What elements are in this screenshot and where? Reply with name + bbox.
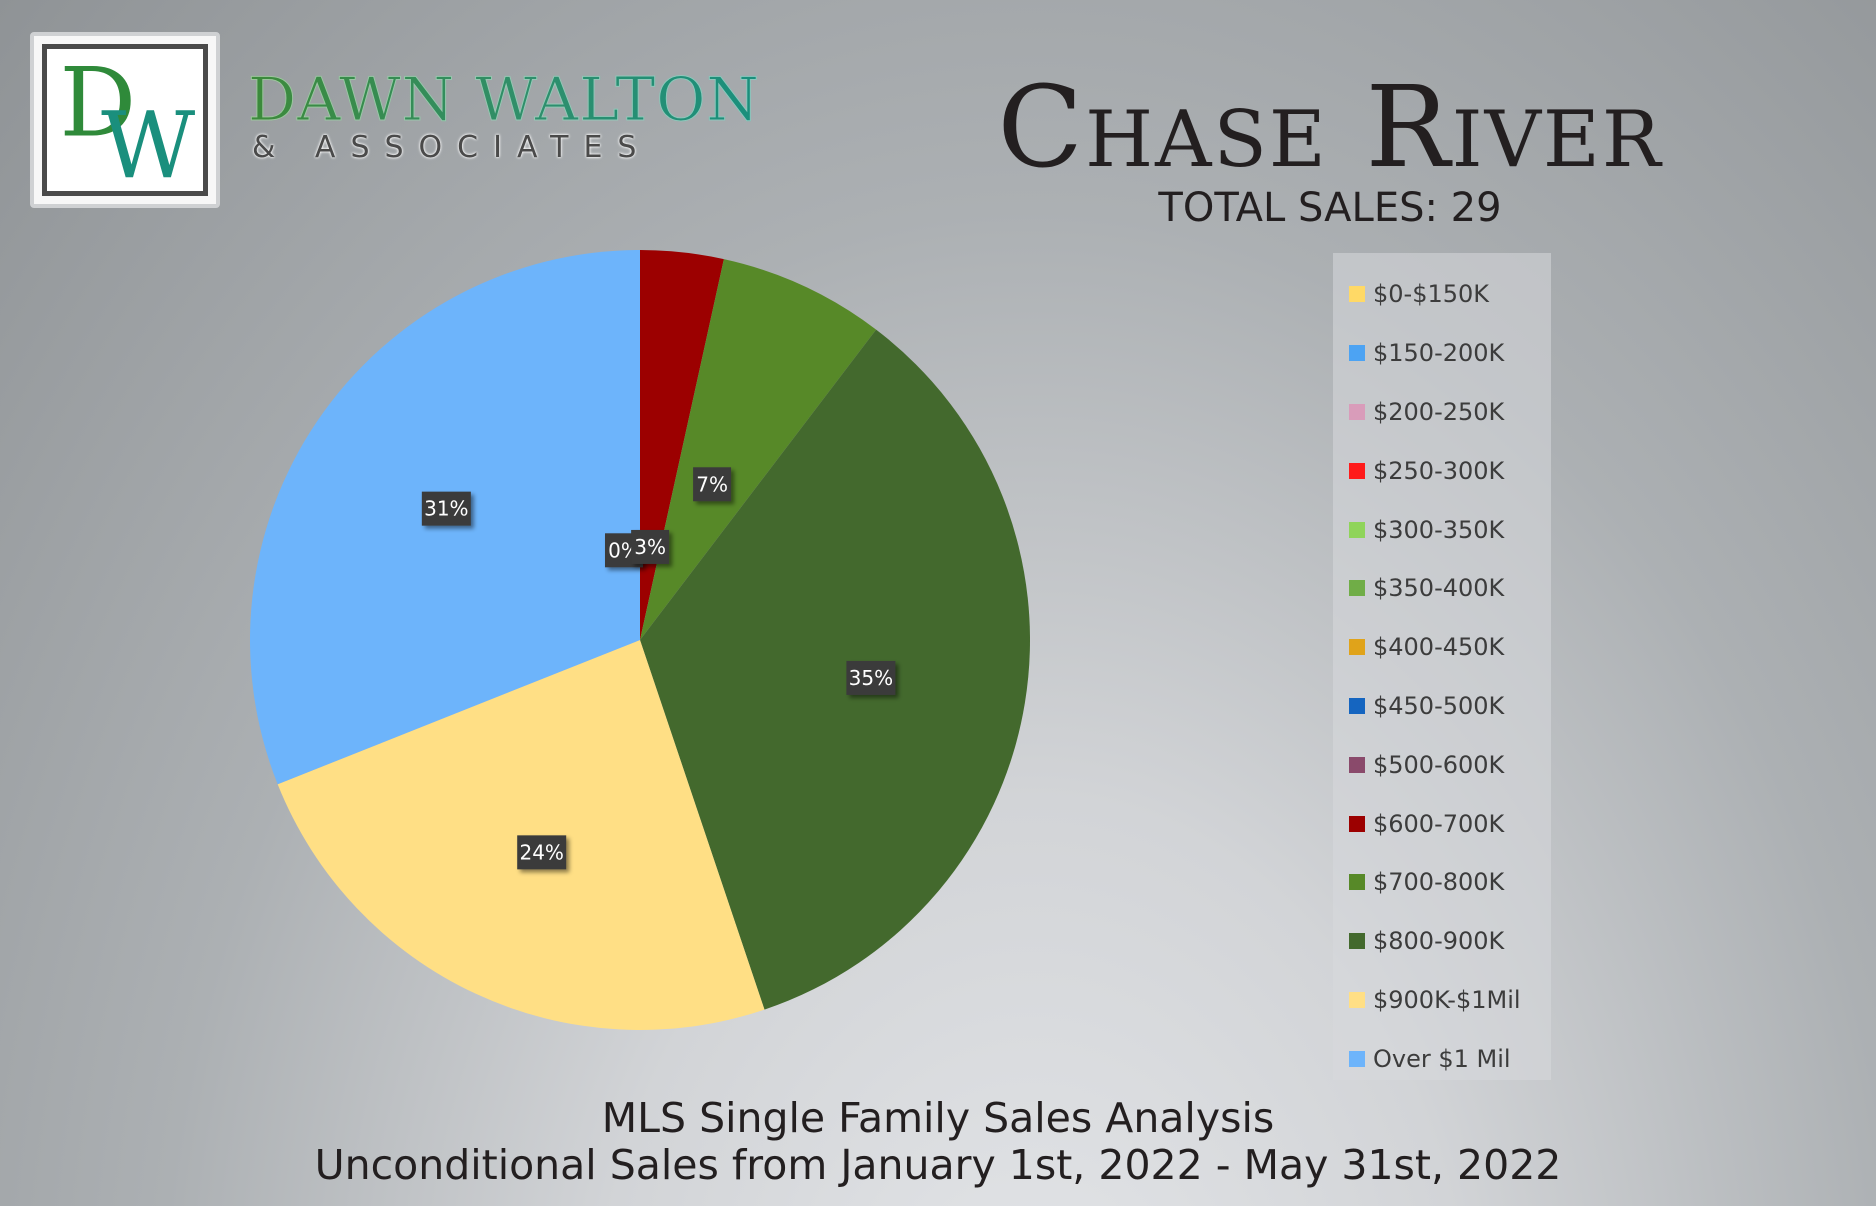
brand-name: DAWN WALTON [248, 65, 760, 135]
pie-slice-800-900k [640, 329, 1031, 1010]
data-label-text: 3% [634, 535, 666, 559]
legend-swatch [1349, 286, 1365, 303]
legend-item-150-200k: $150-200K [1333, 324, 1551, 383]
legend-label: $200-250K [1373, 397, 1505, 426]
data-label-box [693, 467, 732, 502]
legend-swatch [1349, 815, 1365, 832]
legend-item-700-800k: $700-800K [1333, 853, 1551, 912]
logo-monogram: D W [59, 49, 195, 191]
legend-item-450-500k: $450-500K [1333, 677, 1551, 736]
legend-swatch [1349, 345, 1365, 362]
legend-label: Over $1 Mil [1373, 1044, 1511, 1073]
pie-slices [250, 250, 1031, 1030]
data-label-900k-1mil: 24% [517, 835, 567, 870]
legend-label: $300-350K [1373, 515, 1505, 544]
legend-swatch [1349, 1050, 1365, 1067]
legend-item-300-350k: $300-350K [1333, 500, 1551, 559]
legend-label: $800-900K [1373, 927, 1505, 956]
legend-label: $700-800K [1373, 868, 1505, 897]
data-label-over-1-mil: 31% [421, 491, 471, 526]
data-label-box [517, 835, 567, 870]
logo-letter-w: W [101, 92, 195, 191]
legend-swatch [1349, 697, 1365, 714]
data-label-600-700k: 3% [631, 529, 670, 564]
chart-legend: $0-$150K $150-200K $200-250K $250-300K $300-… [1333, 253, 1551, 1080]
legend-label: $400-450K [1373, 633, 1505, 662]
legend-label: $350-400K [1373, 574, 1505, 603]
brand-subtitle: & ASSOCIATES [252, 130, 652, 165]
legend-swatch [1349, 462, 1365, 479]
company-logo: D W [30, 32, 220, 208]
logo-frame: D W [42, 44, 208, 196]
page-title: Chase River [997, 63, 1663, 193]
pie-slice-700-800k [640, 259, 877, 640]
data-label-box [846, 660, 896, 695]
data-label-text: 7% [696, 472, 728, 496]
legend-label: $450-500K [1373, 691, 1505, 720]
legend-label: $250-300K [1373, 456, 1505, 485]
legend-swatch [1349, 874, 1365, 891]
total-sales: TOTAL SALES: 29 [1158, 185, 1502, 231]
date-range: Unconditional Sales from January 1st, 20… [314, 1141, 1562, 1189]
legend-swatch [1349, 991, 1365, 1008]
legend-label: $900K-$1Mil [1373, 985, 1521, 1014]
legend-label: $150-200K [1373, 339, 1505, 368]
data-label-800-900k: 35% [846, 660, 896, 695]
chart-subtitle: MLS Single Family Sales Analysis [601, 1094, 1275, 1142]
legend-label: $0-$150K [1373, 280, 1490, 309]
legend-item-250-300k: $250-300K [1333, 441, 1551, 500]
data-label-box [421, 491, 471, 526]
legend-item-400-450k: $400-450K [1333, 618, 1551, 677]
legend-item-800-900k: $800-900K [1333, 912, 1551, 971]
legend-item-350-400k: $350-400K [1333, 559, 1551, 618]
data-label-text: 35% [849, 666, 893, 690]
logo-letter-d: D [59, 49, 136, 159]
legend-swatch [1349, 403, 1365, 420]
legend-swatch [1349, 521, 1365, 538]
legend-item-200-250k: $200-250K [1333, 383, 1551, 442]
legend-item-500-600k: $500-600K [1333, 735, 1551, 794]
pie-data-labels: 0%3%7%35%24%31% [421, 467, 896, 870]
pie-slice-900k-1mil [277, 640, 765, 1030]
data-label-text: 31% [424, 497, 468, 521]
legend-item-600-700k: $600-700K [1333, 794, 1551, 853]
legend-item-0-150k: $0-$150K [1333, 265, 1551, 324]
data-label-text: 24% [519, 840, 563, 864]
legend-swatch [1349, 639, 1365, 656]
legend-item-over-1-mil: Over $1 Mil [1333, 1029, 1551, 1088]
data-label-700-800k: 7% [693, 467, 732, 502]
legend-label: $600-700K [1373, 809, 1505, 838]
legend-swatch [1349, 933, 1365, 950]
legend-swatch [1349, 756, 1365, 773]
legend-swatch [1349, 580, 1365, 597]
legend-label: $500-600K [1373, 750, 1505, 779]
legend-item-900k-1mil: $900K-$1Mil [1333, 971, 1551, 1030]
data-label-box [631, 529, 670, 564]
